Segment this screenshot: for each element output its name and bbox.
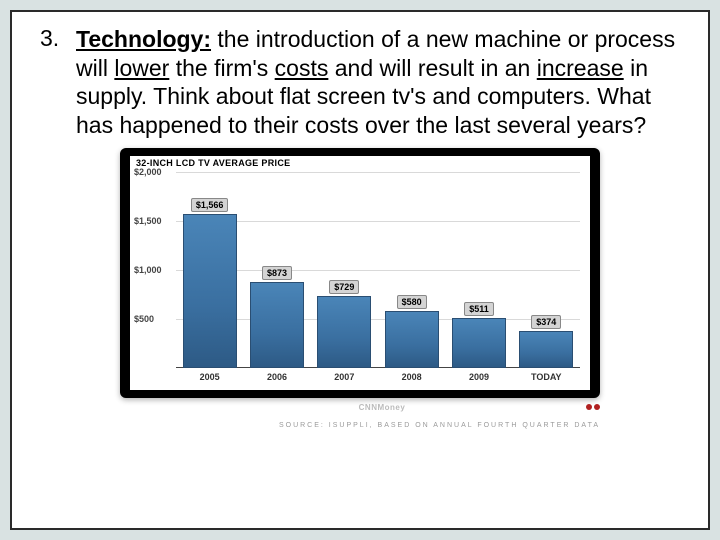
red-dot-icon bbox=[586, 404, 592, 410]
x-tick-label: 2009 bbox=[445, 372, 512, 386]
brand-label: CNNMoney bbox=[359, 403, 406, 412]
underline-lower: lower bbox=[114, 55, 169, 81]
slide-container: 3. Technology: the introduction of a new… bbox=[0, 0, 720, 540]
bar-slot: $580 bbox=[378, 172, 445, 368]
heading-technology: Technology: bbox=[76, 26, 211, 52]
bar-value-label: $729 bbox=[329, 280, 359, 294]
x-axis-labels: 20052006200720082009TODAY bbox=[176, 372, 580, 386]
chart-tv-frame: 32-INCH LCD TV AVERAGE PRICE $500$1,000$… bbox=[120, 148, 600, 398]
chart-container: 32-INCH LCD TV AVERAGE PRICE $500$1,000$… bbox=[120, 148, 600, 432]
chart-footer: CNNMoney bbox=[120, 403, 600, 412]
list-number: 3. bbox=[40, 24, 68, 53]
bar bbox=[519, 331, 573, 368]
underline-increase: increase bbox=[537, 55, 624, 81]
bar bbox=[317, 296, 371, 367]
bar-slot: $873 bbox=[243, 172, 310, 368]
bar bbox=[250, 282, 304, 368]
underline-costs: costs bbox=[275, 55, 329, 81]
bar-value-label: $580 bbox=[397, 295, 427, 309]
bar bbox=[183, 214, 237, 367]
y-tick-label: $2,000 bbox=[134, 167, 162, 177]
y-tick-label: $500 bbox=[134, 314, 154, 324]
bar-value-label: $511 bbox=[464, 302, 494, 316]
red-dot-icon bbox=[594, 404, 600, 410]
plot-area: $1,566 $873 $729 $580 $511 $374 bbox=[176, 172, 580, 368]
bar bbox=[385, 311, 439, 368]
y-tick-label: $1,000 bbox=[134, 265, 162, 275]
slide-inner-frame: 3. Technology: the introduction of a new… bbox=[10, 10, 710, 530]
x-tick-label: 2008 bbox=[378, 372, 445, 386]
chart-source: SOURCE: ISUPPLI, BASED ON ANNUAL FOURTH … bbox=[279, 422, 600, 429]
text-seg-3: and will result in an bbox=[328, 55, 536, 81]
x-tick-label: 2005 bbox=[176, 372, 243, 386]
paragraph-content: Technology: the introduction of a new ma… bbox=[76, 25, 680, 140]
chart-inner: 32-INCH LCD TV AVERAGE PRICE $500$1,000$… bbox=[130, 156, 590, 390]
text-seg-2: the firm's bbox=[169, 55, 274, 81]
x-tick-label: 2007 bbox=[311, 372, 378, 386]
body-paragraph: 3. Technology: the introduction of a new… bbox=[40, 24, 680, 140]
bar-value-label: $1,566 bbox=[191, 198, 229, 212]
bar-value-label: $374 bbox=[531, 315, 561, 329]
x-tick-label: 2006 bbox=[243, 372, 310, 386]
bar-slot: $1,566 bbox=[176, 172, 243, 368]
bar-slot: $511 bbox=[445, 172, 512, 368]
bars-group: $1,566 $873 $729 $580 $511 $374 bbox=[176, 172, 580, 368]
bar-slot: $374 bbox=[513, 172, 580, 368]
bar-slot: $729 bbox=[311, 172, 378, 368]
y-tick-label: $1,500 bbox=[134, 216, 162, 226]
x-tick-label: TODAY bbox=[513, 372, 580, 386]
bar bbox=[452, 318, 506, 368]
bar-value-label: $873 bbox=[262, 266, 292, 280]
